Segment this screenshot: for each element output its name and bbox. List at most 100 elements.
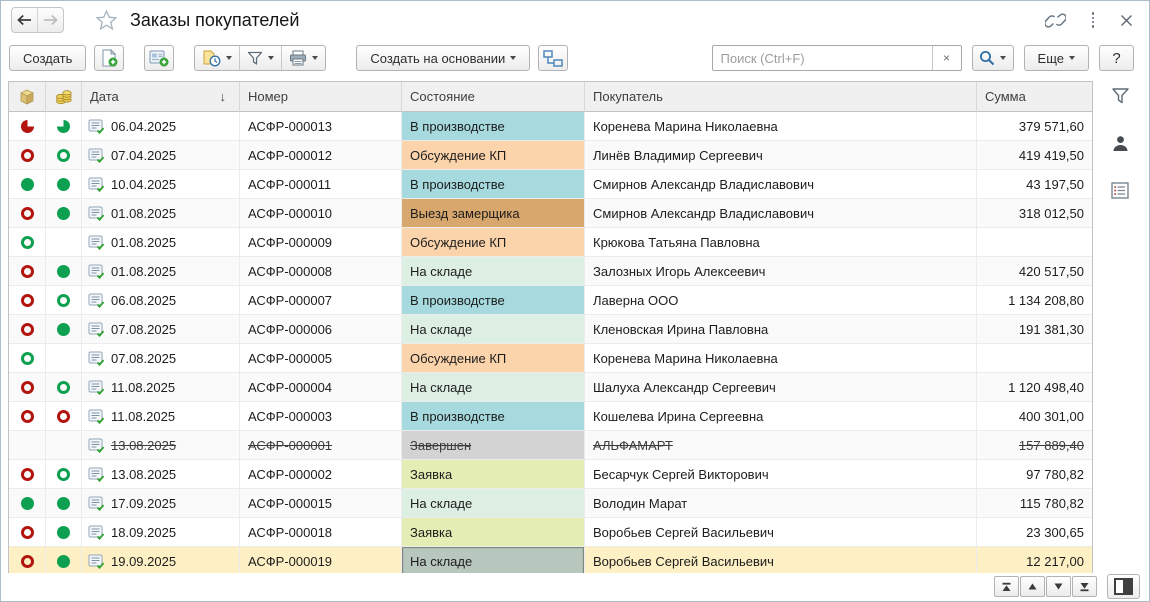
order-sum: 420 517,50: [1018, 263, 1084, 279]
shipment-status-icon: [20, 525, 34, 539]
close-button[interactable]: [1120, 14, 1133, 27]
dropdown-caret-icon: [312, 56, 319, 60]
table-row[interactable]: 06.08.2025 АСФР-000007 В производстве Ла…: [9, 286, 1092, 315]
order-status-badge: На складе: [402, 315, 584, 343]
table-row[interactable]: 18.09.2025 АСФР-000018 Заявка Воробьев С…: [9, 518, 1092, 547]
sidebar-customer-button[interactable]: [1112, 135, 1129, 152]
go-down-button[interactable]: [1046, 576, 1071, 597]
order-number: АСФР-000003: [248, 408, 333, 424]
column-header-sum[interactable]: Сумма: [977, 82, 1092, 112]
deadline-documents-button[interactable]: [195, 46, 239, 70]
table-row[interactable]: 19.09.2025 АСФР-000019 На складе Воробье…: [9, 547, 1092, 576]
table-row[interactable]: 13.08.2025 АСФР-000001 Завершен АЛЬФАМАР…: [9, 431, 1092, 460]
posted-document-icon: [88, 525, 105, 540]
order-sum: 191 381,30: [1018, 321, 1084, 337]
get-link-button[interactable]: [1044, 12, 1066, 28]
shipment-status-icon: [20, 554, 34, 568]
order-date: 07.08.2025: [111, 321, 177, 337]
order-number: АСФР-000010: [248, 205, 333, 221]
order-number: АСФР-000005: [248, 350, 333, 366]
search-input[interactable]: [712, 46, 932, 70]
order-number: АСФР-000006: [248, 321, 333, 337]
go-to-last-button[interactable]: [1072, 576, 1097, 597]
document-structure-icon: [543, 49, 564, 67]
order-sum: 97 780,82: [1026, 466, 1084, 482]
order-date: 13.08.2025: [111, 466, 177, 482]
table-row[interactable]: 01.08.2025 АСФР-000010 Выезд замерщика С…: [9, 199, 1092, 228]
payment-status-icon: [57, 322, 70, 336]
payment-status-icon: [57, 467, 70, 481]
help-button[interactable]: ?: [1099, 45, 1134, 71]
column-header-payment[interactable]: [46, 82, 82, 112]
create-based-on-button[interactable]: Создать на основании: [356, 45, 531, 71]
shipment-status-icon: [20, 293, 34, 307]
order-sum: 379 571,60: [1018, 118, 1084, 134]
table-header-row: Дата ↓ Номер Состояние Покупатель Сумма: [9, 82, 1092, 112]
order-date: 11.08.2025: [111, 408, 176, 424]
go-up-button[interactable]: [1020, 576, 1045, 597]
more-menu-button[interactable]: [1090, 10, 1096, 30]
table-row[interactable]: 07.08.2025 АСФР-000006 На складе Кленовс…: [9, 315, 1092, 344]
table-row[interactable]: 01.08.2025 АСФР-000009 Обсуждение КП Крю…: [9, 228, 1092, 257]
order-customer: Коренева Марина Николаевна: [593, 350, 778, 366]
shipment-status-icon: [20, 409, 34, 423]
search-clear-button[interactable]: ×: [931, 46, 961, 70]
sidebar-filter-button[interactable]: [1111, 87, 1130, 105]
order-number: АСФР-000009: [248, 234, 333, 250]
table-row[interactable]: 11.08.2025 АСФР-000003 В производстве Ко…: [9, 402, 1092, 431]
back-button[interactable]: [12, 8, 37, 32]
column-header-customer[interactable]: Покупатель: [585, 82, 977, 112]
column-header-shipment[interactable]: [9, 82, 46, 112]
side-panel-toggle-button[interactable]: [1107, 574, 1140, 599]
order-customer: Линёв Владимир Сергеевич: [593, 147, 763, 163]
new-card-button[interactable]: [144, 45, 175, 71]
arrow-first-icon: [1002, 582, 1011, 591]
shipment-status-icon: [20, 119, 34, 133]
table-row[interactable]: 13.08.2025 АСФР-000002 Заявка Бесарчук С…: [9, 460, 1092, 489]
go-to-first-button[interactable]: [994, 576, 1019, 597]
forward-button[interactable]: [37, 8, 63, 32]
order-customer: Крюкова Татьяна Павловна: [593, 234, 760, 250]
copy-document-button[interactable]: [94, 45, 125, 71]
payment-status-icon: [57, 206, 70, 220]
filter-button[interactable]: [239, 46, 281, 70]
funnel-icon: [248, 51, 263, 65]
order-sum: 23 300,65: [1026, 524, 1084, 540]
create-button[interactable]: Создать: [9, 45, 87, 71]
order-date: 07.04.2025: [111, 147, 177, 163]
order-number: АСФР-000018: [248, 524, 333, 540]
dropdown-caret-icon: [1000, 56, 1007, 60]
toolbar: Создать: [1, 39, 1149, 77]
search-menu-button[interactable]: [971, 45, 1014, 71]
favorite-star-button[interactable]: [96, 10, 117, 30]
link-icon: [1044, 12, 1066, 28]
shipment-status-icon: [20, 496, 34, 510]
table-row[interactable]: 06.04.2025 АСФР-000013 В производстве Ко…: [9, 112, 1092, 141]
order-status-badge: В производстве: [402, 112, 584, 140]
package-box-icon: [20, 89, 34, 105]
related-documents-button[interactable]: [538, 45, 569, 71]
table-row[interactable]: 11.08.2025 АСФР-000004 На складе Шалуха …: [9, 373, 1092, 402]
dropdown-caret-icon: [510, 56, 517, 60]
more-button[interactable]: Еще: [1023, 45, 1089, 71]
order-status-badge: На складе: [402, 547, 584, 575]
posted-document-icon: [88, 351, 105, 366]
sidebar-list-button[interactable]: [1111, 182, 1129, 199]
table-row[interactable]: 01.08.2025 АСФР-000008 На складе Залозны…: [9, 257, 1092, 286]
order-number: АСФР-000011: [248, 176, 332, 192]
table-row[interactable]: 07.04.2025 АСФР-000012 Обсуждение КП Лин…: [9, 141, 1092, 170]
print-button[interactable]: [281, 46, 325, 70]
coins-icon: [55, 89, 72, 104]
table-row[interactable]: 07.08.2025 АСФР-000005 Обсуждение КП Кор…: [9, 344, 1092, 373]
column-header-status[interactable]: Состояние: [402, 82, 585, 112]
posted-document-icon: [88, 148, 105, 163]
column-header-number[interactable]: Номер: [240, 82, 402, 112]
order-sum: 419 419,50: [1018, 147, 1084, 163]
table-row[interactable]: 17.09.2025 АСФР-000015 На складе Володин…: [9, 489, 1092, 518]
posted-document-icon: [88, 554, 105, 569]
column-header-date[interactable]: Дата ↓: [82, 82, 240, 112]
payment-status-icon: [57, 439, 70, 452]
table-row[interactable]: 10.04.2025 АСФР-000011 В производстве См…: [9, 170, 1092, 199]
payment-status-icon: [57, 525, 70, 539]
